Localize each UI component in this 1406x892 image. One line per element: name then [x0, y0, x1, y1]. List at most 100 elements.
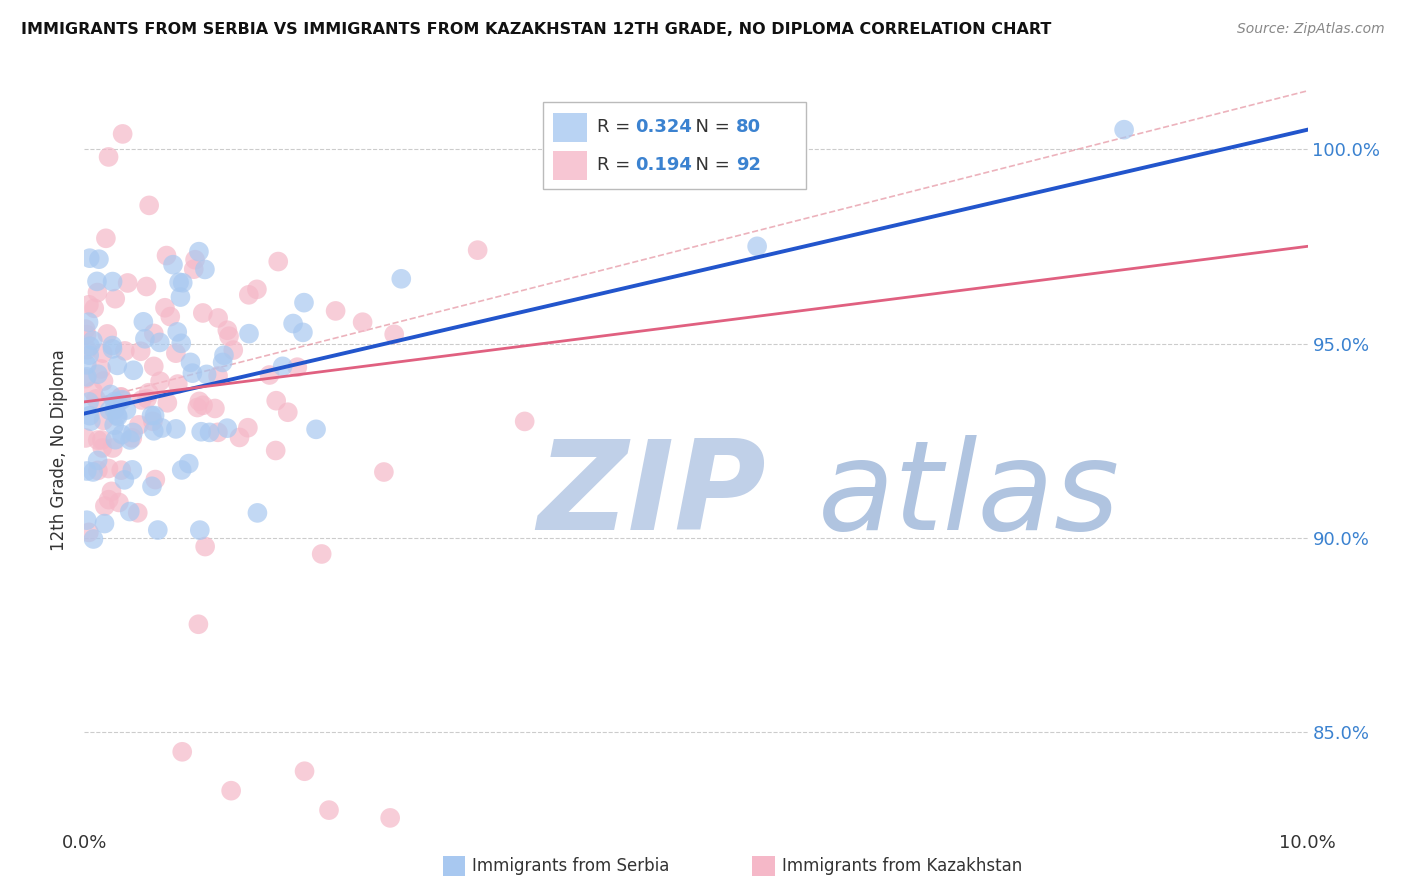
Text: R =: R =	[598, 156, 636, 174]
Point	[238, 326, 260, 341]
Point	[186, 401, 208, 415]
Point	[271, 359, 294, 374]
Point	[142, 326, 165, 341]
Point	[87, 433, 110, 447]
Point	[107, 396, 129, 410]
Point	[149, 335, 172, 350]
Point	[79, 339, 101, 353]
Point	[104, 394, 127, 409]
Point	[1114, 122, 1136, 136]
Point	[311, 547, 333, 561]
Point	[264, 443, 287, 458]
Point	[143, 409, 166, 423]
Text: 0.324: 0.324	[636, 119, 692, 136]
Point	[747, 239, 769, 253]
Point	[76, 369, 98, 384]
Point	[105, 409, 128, 423]
Point	[97, 150, 120, 164]
Point	[111, 392, 134, 407]
Point	[129, 344, 152, 359]
Point	[93, 516, 115, 531]
Point	[79, 251, 101, 265]
Point	[380, 811, 402, 825]
Point	[104, 292, 127, 306]
Point	[87, 368, 110, 382]
Point	[236, 420, 259, 434]
Point	[155, 249, 177, 263]
Point	[172, 276, 194, 290]
Text: 80: 80	[737, 119, 762, 136]
Point	[267, 254, 290, 268]
Point	[228, 430, 250, 444]
Point	[166, 325, 188, 339]
Point	[115, 403, 138, 417]
Point	[90, 433, 112, 447]
Point	[170, 336, 193, 351]
Point	[79, 409, 101, 423]
Point	[207, 368, 229, 383]
Point	[162, 258, 184, 272]
Point	[75, 322, 97, 336]
Point	[218, 329, 240, 343]
Point	[94, 499, 117, 513]
Point	[107, 409, 129, 424]
Point	[188, 394, 211, 409]
Point	[136, 392, 159, 406]
Text: 92: 92	[737, 156, 761, 174]
Text: Immigrants from Serbia: Immigrants from Serbia	[472, 857, 669, 875]
Point	[86, 285, 108, 300]
Point	[93, 374, 115, 388]
Point	[142, 414, 165, 428]
Point	[77, 315, 100, 329]
Point	[122, 425, 145, 440]
Point	[325, 304, 347, 318]
Point	[97, 492, 120, 507]
Point	[76, 358, 98, 372]
Point	[117, 276, 139, 290]
Point	[159, 310, 181, 324]
Point	[149, 374, 172, 388]
Point	[112, 473, 135, 487]
Point	[277, 405, 299, 419]
Point	[211, 355, 233, 369]
Point	[110, 390, 132, 404]
Point	[97, 461, 120, 475]
Point	[167, 275, 190, 289]
Point	[91, 346, 114, 360]
Point	[195, 368, 218, 382]
Point	[131, 392, 153, 407]
Point	[86, 453, 108, 467]
Point	[198, 425, 221, 440]
Point	[101, 275, 124, 289]
Text: Source: ZipAtlas.com: Source: ZipAtlas.com	[1237, 22, 1385, 37]
Point	[101, 338, 124, 352]
Point	[179, 355, 201, 369]
Point	[207, 310, 229, 325]
Point	[118, 504, 141, 518]
Point	[76, 464, 98, 478]
Point	[191, 306, 214, 320]
Point	[207, 425, 229, 440]
Point	[318, 803, 340, 817]
Point	[76, 327, 98, 342]
Point	[134, 332, 156, 346]
Point	[166, 377, 188, 392]
Point	[101, 441, 124, 455]
Point	[305, 422, 328, 436]
Point	[238, 288, 260, 302]
Point	[138, 198, 160, 212]
Point	[82, 334, 104, 348]
Point	[181, 366, 204, 380]
Point	[80, 414, 103, 428]
Point	[93, 413, 115, 427]
Point	[285, 360, 308, 375]
Point	[187, 617, 209, 632]
Point	[153, 301, 176, 315]
Point	[183, 262, 205, 277]
Point	[259, 368, 281, 382]
Text: atlas: atlas	[818, 435, 1121, 557]
Point	[83, 301, 105, 316]
Point	[91, 441, 114, 455]
Point	[105, 359, 128, 373]
Point	[467, 243, 489, 257]
